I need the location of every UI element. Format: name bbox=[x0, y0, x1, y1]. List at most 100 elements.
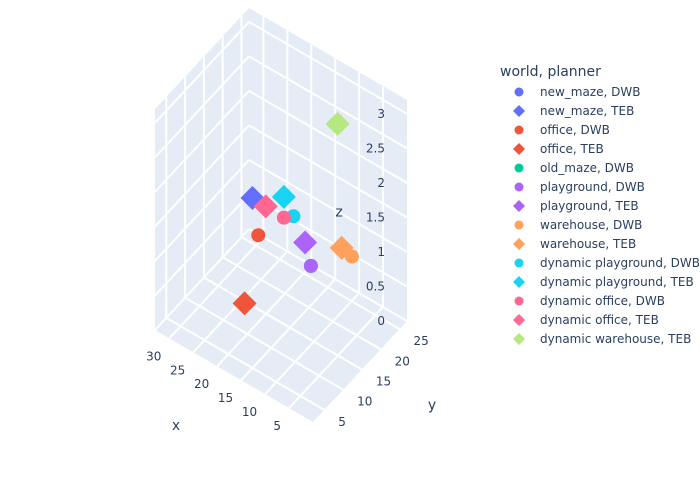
axis-titles: x y z bbox=[172, 205, 436, 435]
circle-symbol-icon bbox=[512, 218, 526, 232]
legend-label: new_maze, TEB bbox=[540, 103, 635, 118]
z-grid-back bbox=[154, 124, 250, 228]
diamond-symbol-icon bbox=[512, 275, 526, 289]
legend-label: old_maze, DWB bbox=[540, 160, 634, 175]
legend-item[interactable]: dynamic office, DWB bbox=[500, 291, 700, 310]
legend-label: new_maze, DWB bbox=[540, 84, 641, 99]
y-tick-label: 15 bbox=[376, 374, 391, 388]
diamond-symbol-icon bbox=[512, 332, 526, 346]
floor-pane bbox=[155, 229, 407, 422]
circle-marker[interactable] bbox=[251, 228, 266, 243]
back-pane bbox=[155, 8, 249, 330]
z-tick-label: 0.5 bbox=[366, 279, 385, 293]
diamond-marker[interactable] bbox=[232, 291, 257, 316]
z-tick-label: 1 bbox=[377, 245, 385, 259]
legend-item[interactable]: playground, DWB bbox=[500, 177, 700, 196]
y-tick-label: 25 bbox=[413, 334, 428, 348]
z-tick-label: 3 bbox=[377, 107, 385, 121]
x-grid-floor bbox=[216, 264, 312, 367]
y-grid-floor bbox=[222, 256, 382, 351]
z-grid-side bbox=[248, 159, 408, 253]
z-tick-label: 0 bbox=[377, 314, 385, 328]
legend-label: office, TEB bbox=[540, 141, 604, 156]
circle-symbol-icon bbox=[512, 85, 526, 99]
legend-label: warehouse, TEB bbox=[540, 236, 637, 251]
circle-symbol-icon bbox=[512, 161, 526, 175]
diamond-symbol-icon bbox=[512, 237, 526, 251]
y-grid-floor bbox=[184, 296, 344, 391]
diamond-marker[interactable] bbox=[293, 230, 318, 255]
legend-item[interactable]: office, TEB bbox=[500, 139, 700, 158]
circle-marker[interactable] bbox=[276, 210, 291, 225]
z-grid-side bbox=[248, 228, 408, 322]
x-tick-label: 10 bbox=[242, 405, 257, 419]
z-grid-back bbox=[154, 21, 250, 124]
legend-item[interactable]: new_maze, DWB bbox=[500, 82, 700, 101]
z-grid-side bbox=[248, 124, 408, 219]
axis-panes bbox=[155, 8, 407, 422]
legend-label: dynamic playground, TEB bbox=[540, 274, 694, 289]
z-grid-side bbox=[248, 20, 408, 115]
circle-symbol-icon bbox=[512, 180, 526, 194]
legend-label: warehouse, DWB bbox=[540, 217, 643, 232]
x-tick-label: 5 bbox=[273, 419, 281, 433]
legend-label: dynamic office, DWB bbox=[540, 293, 666, 308]
z-tick-label: 2 bbox=[377, 176, 385, 190]
legend-label: playground, DWB bbox=[540, 179, 645, 194]
x-tick-label: 15 bbox=[218, 391, 233, 405]
y-grid-floor bbox=[203, 276, 363, 371]
legend-item[interactable]: office, DWB bbox=[500, 120, 700, 139]
diamond-symbol-icon bbox=[512, 199, 526, 213]
diamond-marker[interactable] bbox=[271, 184, 296, 209]
legend-item[interactable]: warehouse, DWB bbox=[500, 215, 700, 234]
side-pane bbox=[249, 8, 407, 321]
z-grid-back bbox=[154, 228, 250, 331]
z-grid-back bbox=[154, 193, 250, 297]
legend-item[interactable]: dynamic playground, TEB bbox=[500, 272, 700, 291]
z-axis-title: z bbox=[335, 205, 342, 221]
z-grid-side bbox=[248, 193, 408, 288]
legend-label: office, DWB bbox=[540, 122, 610, 137]
diamond-marker[interactable] bbox=[253, 194, 278, 219]
legend-item[interactable]: dynamic warehouse, TEB bbox=[500, 329, 700, 348]
legend-item[interactable]: dynamic playground, DWB bbox=[500, 253, 700, 272]
z-grid-side bbox=[248, 55, 408, 150]
z-grid-back bbox=[154, 159, 250, 262]
z-grid-back bbox=[154, 55, 250, 159]
circle-symbol-icon bbox=[512, 123, 526, 137]
y-grid-floor bbox=[165, 317, 325, 411]
diamond-symbol-icon bbox=[512, 142, 526, 156]
z-grid-side bbox=[248, 90, 408, 184]
legend-label: dynamic warehouse, TEB bbox=[540, 331, 692, 346]
y-grid-floor bbox=[240, 236, 400, 330]
x-tick-label: 25 bbox=[170, 363, 185, 377]
legend-item[interactable]: dynamic office, TEB bbox=[500, 310, 700, 329]
x-grid-floor bbox=[288, 306, 384, 409]
x-tick-label: 30 bbox=[146, 349, 161, 363]
data-markers[interactable] bbox=[232, 111, 359, 316]
legend-title: world, planner bbox=[500, 64, 601, 80]
diamond-symbol-icon bbox=[512, 313, 526, 327]
legend: world, planner new_maze, DWB new_maze, TE… bbox=[500, 64, 700, 348]
legend-item[interactable]: warehouse, TEB bbox=[500, 234, 700, 253]
y-tick-label: 5 bbox=[338, 415, 346, 429]
x-grid-floor bbox=[240, 278, 336, 381]
z-tick-label: 1.5 bbox=[366, 210, 385, 224]
x-axis-title: x bbox=[172, 418, 180, 434]
legend-item[interactable]: old_maze, DWB bbox=[500, 158, 700, 177]
diamond-marker[interactable] bbox=[325, 111, 350, 136]
diamond-symbol-icon bbox=[512, 104, 526, 118]
legend-label: playground, TEB bbox=[540, 198, 639, 213]
y-axis-title: y bbox=[428, 398, 436, 414]
circle-marker[interactable] bbox=[303, 258, 318, 273]
legend-items: new_maze, DWB new_maze, TEB office, DWB off… bbox=[500, 82, 700, 348]
legend-item[interactable]: playground, TEB bbox=[500, 196, 700, 215]
legend-item[interactable]: new_maze, TEB bbox=[500, 101, 700, 120]
circle-symbol-icon bbox=[512, 256, 526, 270]
diamond-marker[interactable] bbox=[329, 235, 354, 260]
x-grid-floor bbox=[168, 236, 265, 340]
z-tick-label: 2.5 bbox=[366, 141, 385, 155]
y-tick-label: 20 bbox=[395, 354, 410, 368]
